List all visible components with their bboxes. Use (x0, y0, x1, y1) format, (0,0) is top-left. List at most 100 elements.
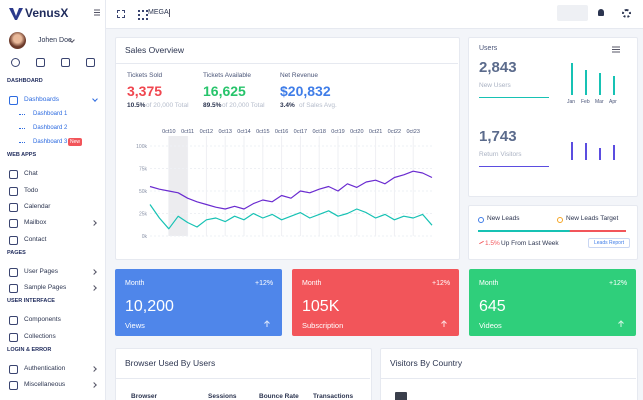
menu-item[interactable]: Sample Pages (24, 284, 67, 292)
arrow-shape (264, 320, 270, 327)
menu-item[interactable]: Miscellaneous (24, 381, 66, 389)
stat-note: of Sales Avg. (299, 102, 337, 109)
menu-item[interactable]: Collections (24, 332, 56, 340)
mini-bar-chart (571, 142, 615, 160)
x-tick-label: 0ct23 (406, 129, 419, 135)
map-control[interactable] (395, 392, 407, 400)
table-header: Transactions (313, 393, 354, 400)
tile-label: Videos (479, 321, 502, 330)
search-box[interactable] (557, 5, 588, 21)
section-title: PAGES (7, 249, 26, 256)
y-tick-label: 75k (139, 167, 148, 173)
mini-bar (571, 142, 573, 160)
stat-note: of 20,000 Total (222, 102, 265, 109)
notification-icon[interactable] (598, 9, 604, 16)
tile-period: Month (302, 280, 322, 287)
submenu-item[interactable]: Dashboard 3 (33, 139, 68, 146)
mini-bar (571, 63, 573, 95)
menu-icon (9, 235, 18, 245)
x-tick-label: 0ct18 (312, 129, 325, 135)
tile-period: Month (125, 280, 145, 287)
tile-arrow (264, 320, 270, 327)
mini-bar (613, 76, 615, 95)
users-label: New Users (479, 82, 511, 89)
menu-toggle (94, 9, 100, 16)
user-name[interactable]: Johen Doe (38, 37, 72, 44)
visitors-card (380, 348, 638, 400)
legend-label: New Leads Target (566, 215, 619, 222)
sidebar-icon[interactable] (36, 58, 45, 67)
divider (116, 378, 370, 379)
browser-card (115, 348, 372, 400)
menu-item[interactable]: Chat (24, 170, 38, 178)
tile-label: Subscription (302, 321, 344, 330)
avatar (9, 32, 26, 49)
users-underline (479, 97, 549, 98)
card-title: Browser Used By Users (125, 358, 216, 368)
menu-item[interactable]: Authentication (24, 365, 66, 372)
sidebar-icon[interactable] (86, 58, 95, 67)
submenu-item[interactable]: Dashboard 2 (33, 125, 68, 132)
tile-change: +12% (609, 280, 628, 287)
menu-item[interactable]: Contact (24, 235, 47, 243)
stat-share: 3.4% (280, 102, 295, 109)
menu-icon (9, 381, 18, 391)
y-tick-label: 25k (139, 212, 148, 218)
tile-value: 10,200 (125, 298, 174, 315)
mega-menu[interactable]: MEGA (148, 9, 169, 16)
menu-item[interactable]: Components (24, 316, 61, 324)
users-underline (479, 166, 549, 167)
series-line (149, 204, 433, 230)
tile-change: +12% (255, 280, 274, 287)
series-line (149, 170, 433, 210)
tile-period: Month (479, 280, 499, 287)
x-tick-label: 0ct19 (331, 129, 344, 135)
progress-fill (478, 230, 570, 232)
fullscreen-icon[interactable] (117, 10, 125, 18)
tile-value: 105K (302, 298, 340, 315)
section-title: LOGIN & ERROR (7, 347, 52, 353)
users-label: Return Visitors (479, 151, 522, 158)
menu-item[interactable]: Todo (24, 186, 39, 194)
mini-bar (613, 145, 615, 160)
x-tick-label: 0ct12 (200, 129, 213, 135)
tile-label: Views (125, 321, 145, 330)
stat-tile (115, 269, 282, 336)
legend-dot (557, 217, 563, 223)
menu-item[interactable]: Calendar (24, 202, 51, 210)
stat-label: Tickets Available (203, 72, 252, 79)
card-title: Sales Overview (125, 45, 185, 55)
divider (169, 9, 170, 17)
mini-bar (599, 73, 601, 95)
x-tick-label: 0ct16 (275, 129, 288, 135)
menu-item[interactable]: User Pages (24, 267, 58, 275)
logo-mark (9, 8, 23, 20)
x-tick-label: 0ct15 (256, 129, 269, 135)
topbar (106, 0, 643, 29)
menu-item[interactable]: Mailbox (24, 219, 47, 227)
menu-icon (9, 365, 18, 374)
settings-icon[interactable] (622, 9, 631, 18)
mega-icon[interactable] (138, 10, 148, 20)
users-value: 2,843 (479, 59, 517, 76)
y-tick-label: 0k (142, 234, 148, 240)
badge: New (68, 138, 83, 147)
section-title: DASHBOARD (7, 78, 43, 84)
menu-icon (9, 267, 18, 277)
menu-item[interactable]: Dashboards (24, 96, 60, 103)
table-header: Browser (131, 393, 158, 400)
stat-tile (292, 269, 459, 336)
month-label: Feb (581, 99, 590, 105)
y-tick-label: 50k (139, 189, 148, 195)
sidebar-icon[interactable] (11, 58, 20, 67)
x-tick-label: 0ct21 (369, 129, 382, 135)
users-value: 1,743 (479, 128, 517, 145)
submenu-item[interactable]: Dashboard 1 (33, 111, 68, 118)
month-label: Apr (609, 99, 617, 105)
tile-change: +12% (432, 280, 451, 287)
sidebar-icon[interactable] (61, 58, 70, 67)
stat-tile (469, 269, 636, 336)
stat-note: of 20,000 Total (146, 102, 189, 109)
leads-button[interactable]: Leads Report (588, 238, 631, 248)
